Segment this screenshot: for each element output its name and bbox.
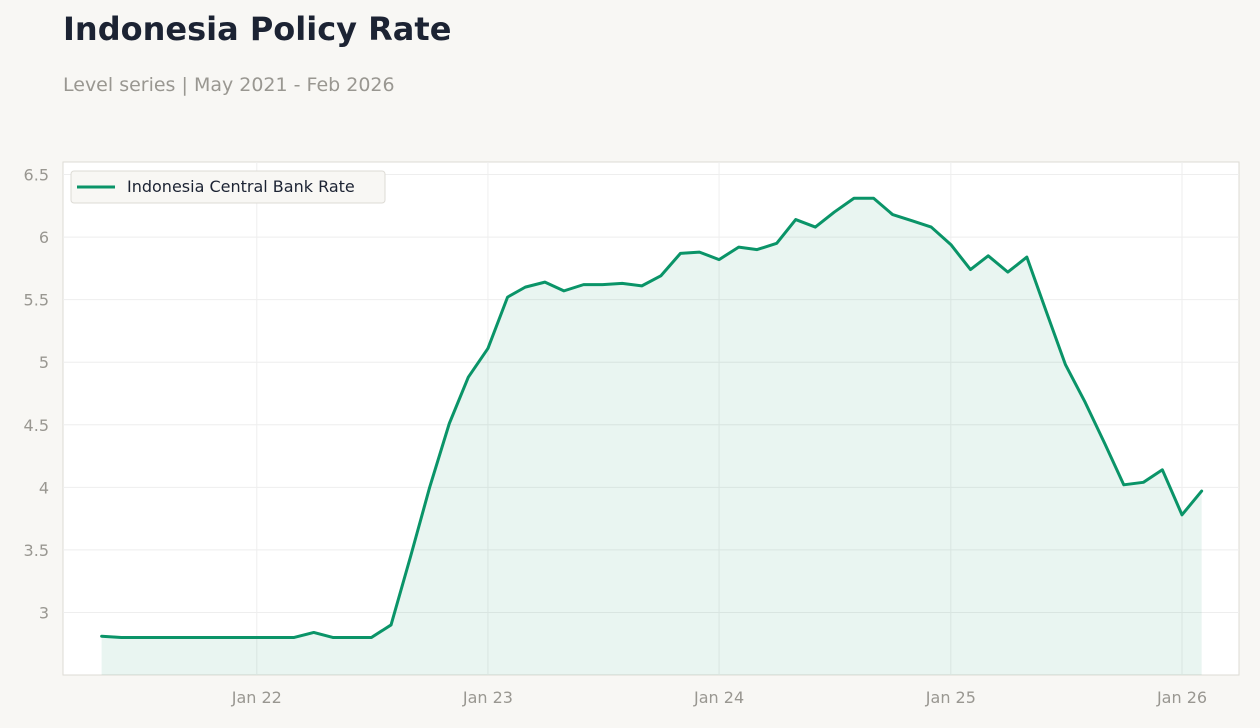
x-tick-label: Jan 25: [925, 688, 976, 707]
series-line: [100, 196, 1204, 639]
x-tick-label: Jan 23: [462, 688, 513, 707]
area-layer: [101, 198, 1202, 676]
y-tick-label: 6: [39, 228, 49, 247]
y-tick-label: 4: [39, 478, 49, 497]
legend-box: [70, 170, 386, 204]
x-gridlines: [256, 162, 1183, 675]
line-layer: [100, 196, 1204, 639]
chart-subtitle: Level series | May 2021 - Feb 2026: [63, 74, 395, 96]
x-tick-label: Jan 24: [693, 688, 744, 707]
x-axis: Jan 22 Jan 23 Jan 24 Jan 25 Jan 26: [231, 688, 1207, 707]
y-tick-label: 5.5: [24, 291, 49, 310]
y-tick-label: 6.5: [24, 166, 49, 185]
x-tick-label: Jan 26: [1156, 688, 1207, 707]
legend: Indonesia Central Bank Rate: [70, 170, 386, 204]
y-tick-label: 4.5: [24, 416, 49, 435]
y-tick-label: 5: [39, 353, 49, 372]
y-tick-label: 3.5: [24, 541, 49, 560]
plot-area: [62, 161, 1240, 676]
x-tick-label: Jan 22: [231, 688, 282, 707]
legend-label: Indonesia Central Bank Rate: [127, 177, 355, 196]
y-tick-label: 3: [39, 603, 49, 622]
y-axis: 3 3.5 4 4.5 5 5.5 6 6.5: [24, 166, 49, 623]
series-area-fill: [101, 198, 1202, 676]
chart-title: Indonesia Policy Rate: [63, 10, 452, 48]
y-gridlines: [63, 174, 1239, 613]
